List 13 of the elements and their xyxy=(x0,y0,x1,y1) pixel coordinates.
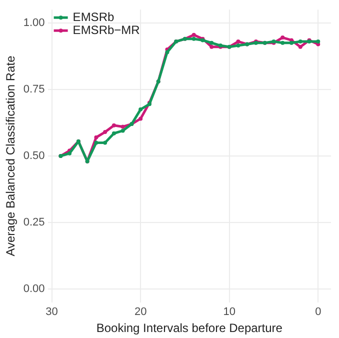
x-axis-title: Booking Intervals before Departure xyxy=(96,321,283,336)
legend-label: EMSRb−MR xyxy=(72,22,140,37)
y-tick-label: 0.50 xyxy=(23,150,45,162)
x-tick-label: 30 xyxy=(46,306,58,318)
y-tick-label: 0.75 xyxy=(23,83,45,96)
legend-label: EMSRb xyxy=(72,10,114,24)
x-tick-label: 0 xyxy=(315,306,322,318)
y-tick-label: 0.25 xyxy=(23,216,45,229)
y-axis-title: Average Balanced Classification Rate xyxy=(4,55,18,256)
y-tick-label: 0.00 xyxy=(23,283,45,296)
y-tick-label: 1.00 xyxy=(23,16,45,29)
x-tick-label: 10 xyxy=(223,306,236,318)
x-tick-label: 20 xyxy=(134,306,147,318)
